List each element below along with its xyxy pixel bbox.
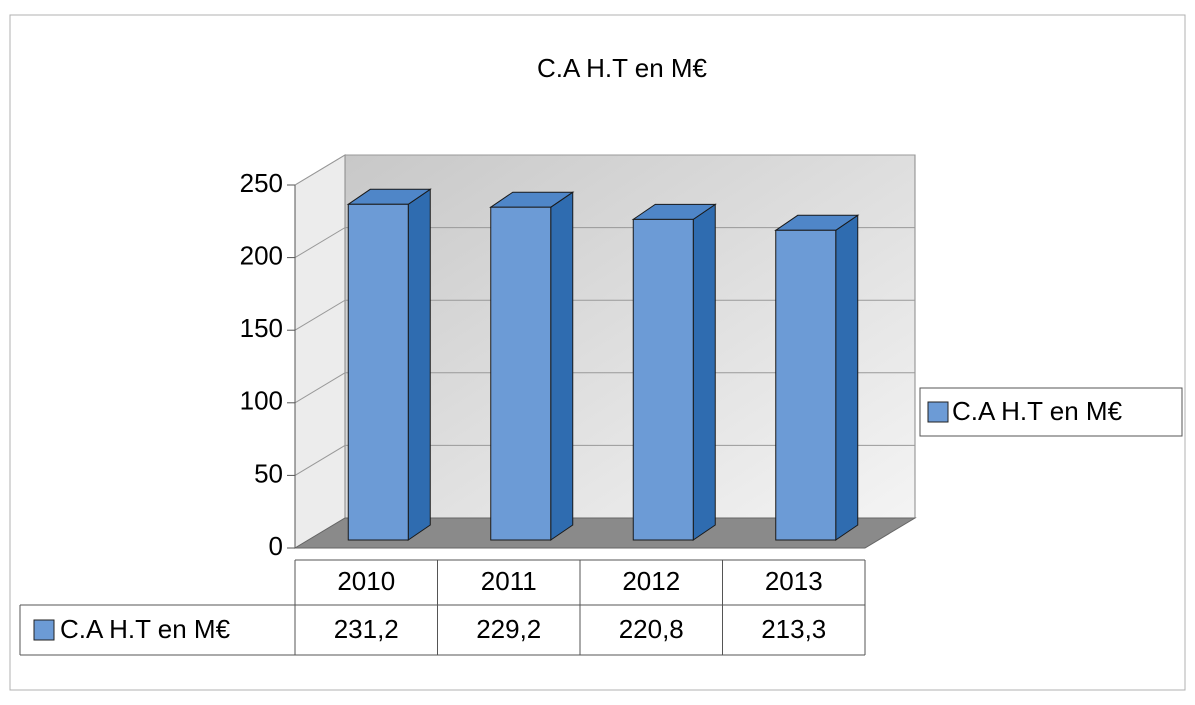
side-wall xyxy=(294,154,346,549)
bar xyxy=(775,229,837,541)
bar xyxy=(632,218,694,541)
bar-side xyxy=(550,191,574,541)
x-tick-label: 2010 xyxy=(337,566,395,596)
y-tick-label: 0 xyxy=(269,531,283,561)
table-series-name: C.A H.T en M€ xyxy=(60,614,231,644)
table-legend-key xyxy=(33,619,55,641)
floor xyxy=(293,517,917,549)
legend-label: C.A H.T en M€ xyxy=(952,396,1123,426)
y-tick-label: 50 xyxy=(254,458,283,488)
bar-side xyxy=(835,214,859,541)
bar xyxy=(347,203,409,541)
y-tick-label: 250 xyxy=(240,168,283,198)
grid-line xyxy=(294,444,915,476)
legend-key xyxy=(927,401,949,423)
chart-title: C.A H.T en M€ xyxy=(537,53,708,83)
x-tick-label: 2013 xyxy=(765,566,823,596)
x-tick-label: 2011 xyxy=(481,566,537,596)
legend-box xyxy=(919,387,1183,437)
table-value: 213,3 xyxy=(761,614,826,644)
grid-line xyxy=(294,372,915,404)
bar xyxy=(490,206,552,541)
grid-line xyxy=(294,227,915,259)
table-value: 231,2 xyxy=(334,614,399,644)
grid-line xyxy=(294,299,915,331)
y-tick-label: 100 xyxy=(240,386,283,416)
table-value: 229,2 xyxy=(476,614,541,644)
bar-side xyxy=(407,188,431,541)
y-tick-label: 150 xyxy=(240,313,283,343)
table-value: 220,8 xyxy=(619,614,684,644)
bar-side xyxy=(692,203,716,541)
grid-line xyxy=(294,154,915,186)
y-tick-label: 200 xyxy=(240,240,283,270)
x-tick-label: 2012 xyxy=(622,566,680,596)
